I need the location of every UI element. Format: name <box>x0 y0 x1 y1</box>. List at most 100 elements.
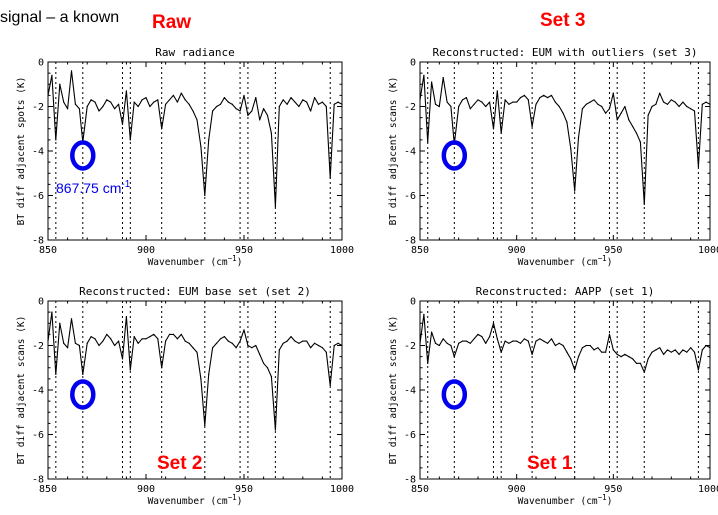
data-point <box>110 338 112 340</box>
data-point <box>427 362 429 364</box>
data-point <box>239 110 241 112</box>
data-point <box>235 108 237 110</box>
y-tick-label: -8 <box>404 475 416 486</box>
data-point <box>106 333 108 335</box>
data-point <box>180 92 182 94</box>
x-tick-label: 1000 <box>698 484 718 495</box>
x-axis-label-text: Wavenumber (cm <box>148 496 228 507</box>
data-point <box>302 340 304 342</box>
data-point <box>465 340 467 342</box>
data-point <box>620 356 622 358</box>
data-point <box>263 108 265 110</box>
data-point <box>450 105 452 108</box>
x-axis-label-text: Wavenumber (cm <box>518 257 598 268</box>
x-tick-label: 850 <box>39 245 57 256</box>
data-point <box>333 344 335 347</box>
data-point <box>446 342 448 344</box>
data-point <box>461 99 464 101</box>
data-point <box>434 103 437 105</box>
data-point <box>59 83 61 85</box>
data-point <box>489 101 491 103</box>
data-point <box>438 344 440 347</box>
data-point <box>172 333 175 335</box>
data-point <box>317 344 320 347</box>
data-point <box>705 344 707 347</box>
x-tick-label: 950 <box>235 484 253 495</box>
data-point <box>219 338 222 340</box>
x-axis-label-sup: −1 <box>598 254 607 263</box>
data-point <box>176 101 178 103</box>
y-axis-label: BT diff adjacent scans (K) <box>388 316 399 465</box>
data-point <box>446 101 448 103</box>
data-point <box>165 103 167 105</box>
data-point <box>274 206 276 208</box>
data-point <box>313 342 316 344</box>
data-point <box>255 344 257 347</box>
data-point <box>574 190 576 192</box>
data-point <box>570 358 572 360</box>
x-axis-label: Wavenumber (cm−1) <box>148 254 243 268</box>
data-point <box>208 139 210 141</box>
y-tick-label: -6 <box>404 191 416 202</box>
y-axis-label: BT diff adjacent spots (K) <box>16 77 27 226</box>
data-point <box>70 318 73 320</box>
data-point <box>693 351 696 353</box>
data-point <box>442 338 444 340</box>
x-tick-label: 1000 <box>330 245 354 256</box>
data-point <box>129 139 131 141</box>
data-point <box>473 103 475 105</box>
data-point <box>67 347 69 349</box>
data-point <box>212 347 214 349</box>
data-point <box>547 97 549 99</box>
data-point <box>219 103 222 105</box>
data-point <box>176 338 178 340</box>
data-point <box>192 110 194 112</box>
data-point <box>655 349 657 351</box>
data-point <box>663 101 665 103</box>
data-point <box>145 338 147 340</box>
data-point <box>184 340 186 342</box>
data-point <box>196 351 198 353</box>
series-line <box>419 313 711 373</box>
data-point <box>270 376 273 378</box>
data-point <box>585 344 587 347</box>
data-point <box>597 103 599 105</box>
x-tick-label: 850 <box>39 484 57 495</box>
data-point <box>651 105 653 108</box>
data-point <box>204 425 206 427</box>
data-point <box>593 99 595 101</box>
x-tick-label: 950 <box>604 245 622 256</box>
data-point <box>86 105 88 108</box>
overlay-label-set1: Set 1 <box>527 453 573 474</box>
data-point <box>212 110 214 112</box>
data-point <box>98 110 100 112</box>
data-point <box>310 347 312 349</box>
data-point <box>674 101 676 103</box>
data-point <box>601 105 603 108</box>
data-point <box>504 340 506 342</box>
header-text: signal – a known <box>0 9 119 26</box>
data-point <box>500 351 502 353</box>
data-point <box>114 108 116 110</box>
data-point <box>310 110 312 112</box>
data-point <box>419 342 421 344</box>
data-point <box>129 369 131 371</box>
overlay-label-set2: Set 2 <box>157 453 202 474</box>
data-point <box>504 99 506 101</box>
y-tick-label: -4 <box>404 386 416 397</box>
data-point <box>453 356 455 358</box>
data-point <box>51 74 53 76</box>
data-point <box>458 342 460 344</box>
data-point <box>251 347 253 349</box>
data-point <box>172 94 175 96</box>
data-point <box>298 105 300 108</box>
data-point <box>643 371 645 373</box>
annotation-wavenumber-superscript: -1 <box>121 179 130 190</box>
data-point <box>419 99 421 101</box>
data-point <box>686 105 688 108</box>
y-tick-label: -4 <box>32 386 44 397</box>
data-point <box>547 342 549 344</box>
data-point <box>647 358 649 360</box>
data-point <box>608 333 611 335</box>
data-point <box>574 369 576 371</box>
